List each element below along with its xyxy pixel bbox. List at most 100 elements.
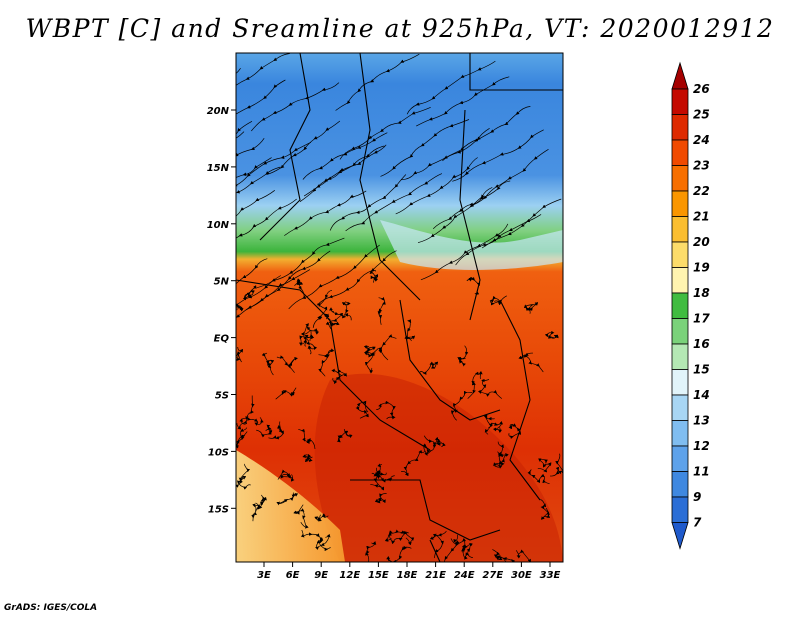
colorbar-segment <box>671 139 689 166</box>
streamline <box>386 545 412 562</box>
streamline <box>432 436 446 448</box>
map-frame <box>235 52 564 563</box>
lon-label: 24E <box>454 570 475 581</box>
colorbar-segment <box>671 420 689 447</box>
colorbar: 26 25 24 23 22 21 20 19 18 17 16 15 14 13 12 11 9 7 <box>671 61 710 550</box>
streamline <box>515 549 536 562</box>
streamline <box>401 449 426 477</box>
streamline <box>316 250 397 306</box>
streamline <box>236 463 251 490</box>
streamline <box>523 302 539 314</box>
colorbar-segment <box>671 241 689 268</box>
streamline <box>380 119 470 177</box>
lon-label: 15E <box>368 570 389 581</box>
streamline <box>256 237 345 289</box>
lat-label: 5S <box>215 391 229 402</box>
colorbar-label: 15 <box>693 363 710 377</box>
latitude-axis: 20N 15N 10N 5N EQ 5S 10S 15S <box>207 106 236 515</box>
colorbar-segment <box>671 445 689 472</box>
streamline <box>363 345 376 358</box>
lon-label: 30E <box>511 570 532 581</box>
streamline <box>416 76 510 127</box>
streamline <box>236 79 286 126</box>
streamline <box>374 493 387 504</box>
streamline <box>236 427 248 449</box>
streamline <box>277 469 295 482</box>
lon-label: 21E <box>425 570 446 581</box>
streamline <box>331 368 347 385</box>
colorbar-label: 23 <box>693 159 710 173</box>
colorbar-segment <box>671 318 689 345</box>
streamline <box>395 157 478 215</box>
streamline <box>236 198 297 248</box>
streamline <box>293 504 309 529</box>
streamline <box>429 530 447 559</box>
streamline <box>537 458 552 473</box>
colorbar-label: 14 <box>693 388 710 402</box>
colorbar-segment <box>671 292 689 319</box>
streamline <box>236 346 244 364</box>
lat-label: 10N <box>207 220 230 231</box>
chart-title: WBPT [C] and Sreamline at 925hPa, VT: 20… <box>25 14 775 43</box>
colorbar-label: 12 <box>693 439 710 453</box>
colorbar-label: 11 <box>693 465 710 479</box>
colorbar-segment <box>671 190 689 217</box>
streamline <box>508 423 522 439</box>
colorbar-label: 7 <box>693 516 702 530</box>
streamline <box>389 530 415 546</box>
lat-label: 20N <box>207 106 230 117</box>
lon-label: 18E <box>397 570 418 581</box>
streamline <box>312 289 333 328</box>
streamline <box>236 157 272 196</box>
streamline <box>369 270 379 283</box>
colorbar-label: 26 <box>693 82 710 96</box>
streamline <box>261 352 275 376</box>
lon-label: 12E <box>339 570 360 581</box>
streamline <box>335 53 420 111</box>
colorbar-label: 13 <box>693 414 710 428</box>
footer-credit: GrADS: IGES/COLA <box>4 603 98 613</box>
colorbar-segment <box>671 165 689 192</box>
streamline <box>268 421 284 440</box>
colorbar-label: 19 <box>693 261 710 275</box>
streamline <box>236 131 245 139</box>
streamline <box>422 435 437 456</box>
streamline <box>315 533 331 552</box>
streamline <box>377 296 386 325</box>
colorbar-label: 21 <box>693 210 710 224</box>
streamline <box>276 492 299 506</box>
streamline <box>378 334 397 361</box>
streamline <box>255 494 267 512</box>
streamline <box>478 378 503 399</box>
streamline <box>420 223 509 281</box>
streamline <box>355 400 369 419</box>
streamline <box>417 187 493 244</box>
lon-label: 3E <box>257 570 271 581</box>
streamline <box>318 348 335 377</box>
colorbar-segment <box>671 343 689 370</box>
streamline <box>420 361 439 375</box>
streamline <box>275 387 297 400</box>
lat-label: EQ <box>214 334 230 345</box>
streamline <box>302 453 313 463</box>
streamline <box>544 330 559 339</box>
colorbar-top-triangle <box>671 61 689 90</box>
colorbar-label: 17 <box>693 312 710 326</box>
streamline <box>457 345 469 367</box>
colorbar-label: 18 <box>693 286 710 300</box>
longitude-axis: 3E 6E 9E 12E 15E 18E 21E 24E 27E 30E 33E <box>257 562 561 581</box>
colorbar-segment <box>671 496 689 523</box>
lon-label: 6E <box>286 570 300 581</box>
colorbar-segment <box>671 369 689 396</box>
colorbar-bottom-triangle <box>671 522 689 550</box>
streamline <box>266 120 341 175</box>
streamline <box>236 190 276 244</box>
colorbar-label: 22 <box>693 184 710 198</box>
streamline <box>314 513 329 522</box>
colorbar-segment <box>671 216 689 243</box>
streamline <box>336 428 353 443</box>
streamline <box>550 453 563 477</box>
lon-label: 27E <box>482 570 503 581</box>
streamline <box>299 329 314 347</box>
